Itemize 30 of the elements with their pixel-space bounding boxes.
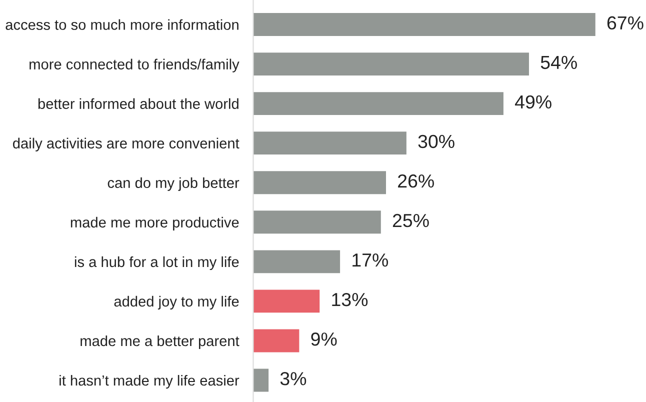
data-label: 30%: [418, 134, 454, 148]
y-tick-label: daily activities are more convenient: [13, 138, 240, 152]
y-tick-label: made me more productive: [70, 216, 239, 230]
bar: [253, 92, 504, 116]
bar: [253, 132, 406, 155]
y-tick-label: added joy to my life: [114, 296, 239, 310]
data-label: 25%: [392, 214, 429, 228]
data-label: 9%: [311, 332, 337, 346]
bar: [253, 368, 269, 392]
y-tick-label: made me a better parent: [80, 335, 240, 350]
bar: [253, 171, 386, 194]
y-tick-label: can do my job better: [108, 177, 240, 191]
data-label: 3%: [280, 372, 306, 386]
y-tick-label: is a hub for a lot in my life: [74, 256, 239, 270]
data-label: 49%: [514, 95, 552, 109]
y-tick-label: more connected to friends/family: [30, 58, 240, 72]
bar: [253, 290, 320, 313]
bar: [253, 329, 300, 352]
data-label: 67%: [607, 16, 644, 30]
data-label: 26%: [398, 174, 434, 188]
y-tick-label: it hasn’t made my life easier: [60, 374, 240, 389]
y-tick-label: better informed about the world: [38, 98, 238, 109]
y-tick-label: access to so much more information: [6, 19, 238, 30]
bar: [253, 13, 596, 36]
bar: [253, 210, 381, 234]
bar: [253, 52, 529, 76]
data-label: 17%: [352, 254, 388, 267]
data-label: 54%: [540, 56, 577, 70]
bar: [253, 250, 340, 274]
data-label: 13%: [332, 292, 368, 306]
